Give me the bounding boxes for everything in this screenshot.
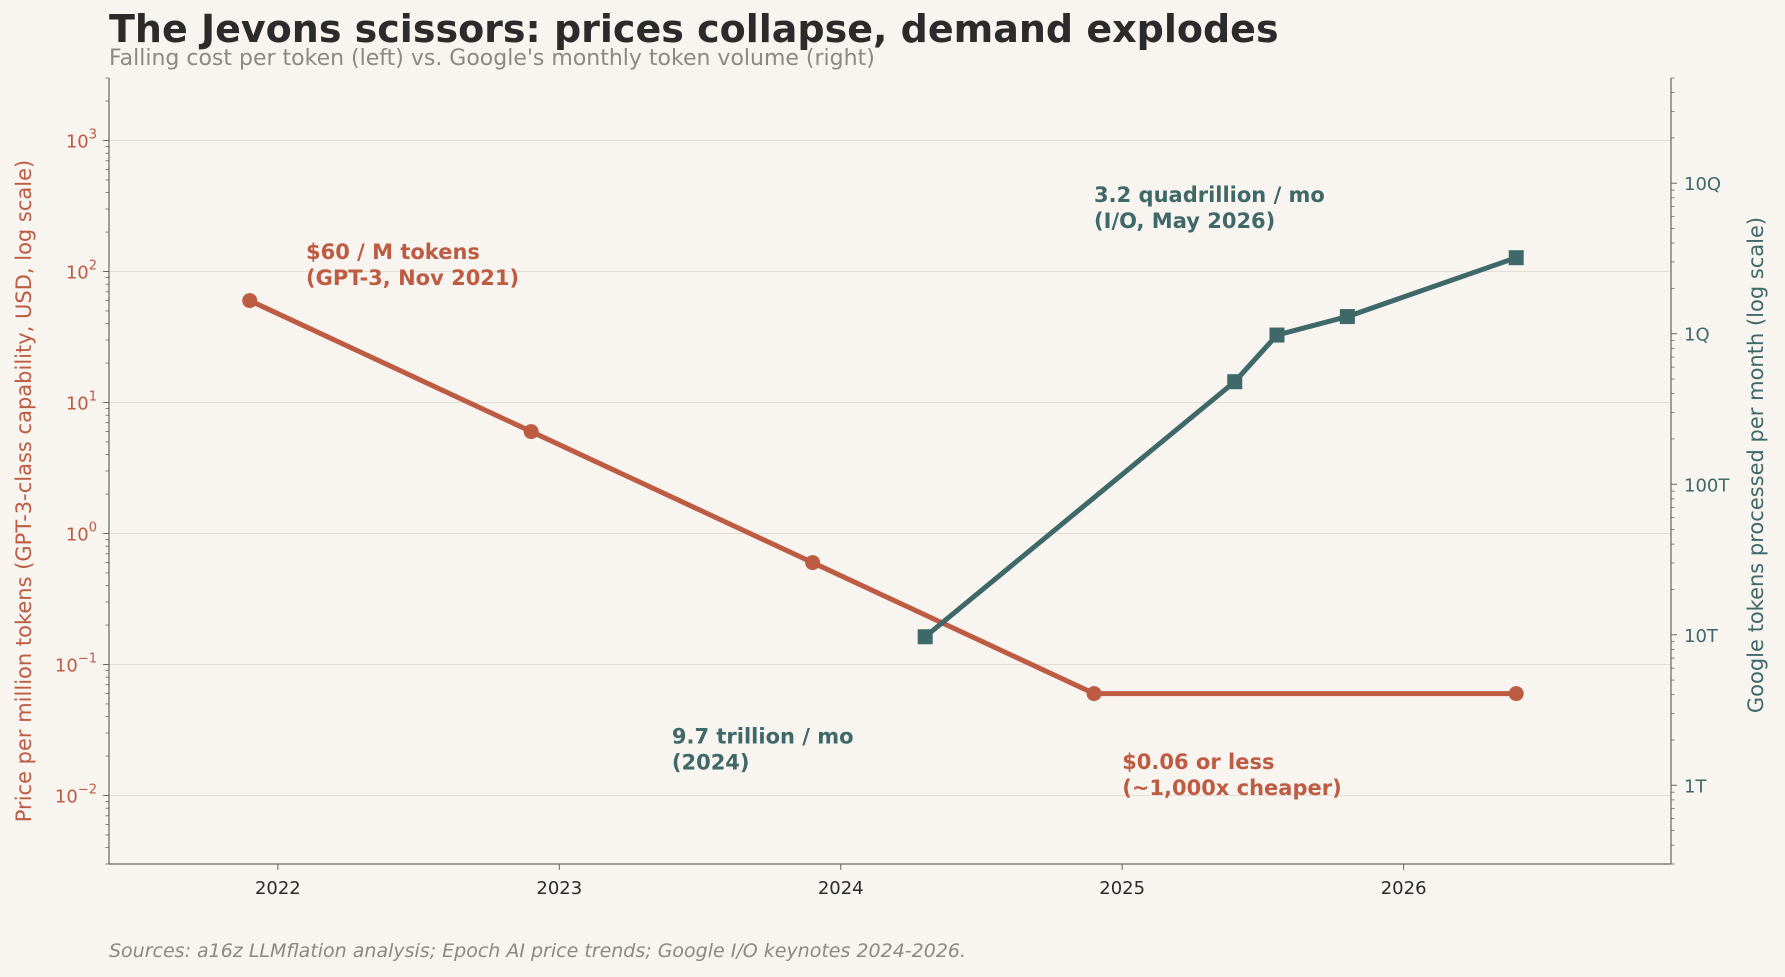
right-axis-title: Google tokens processed per month (log s… [1744, 217, 1768, 713]
left-tick-label: 100 [66, 521, 97, 546]
annotation-vol_end: 3.2 quadrillion / mo (I/O, May 2026) [1094, 183, 1325, 233]
volume-point [1227, 374, 1243, 390]
chart-title: The Jevons scissors: prices collapse, de… [109, 7, 1279, 51]
volume-point [917, 629, 933, 645]
price-line [247, 298, 1519, 697]
source-note: Sources: a16z LLMflation analysis; Epoch… [109, 940, 967, 962]
price-point [242, 293, 258, 309]
price-point [1086, 686, 1102, 702]
annotation-price_end: $0.06 or less (~1,000x cheaper) [1122, 750, 1342, 800]
right-tick-label: 100T [1684, 475, 1730, 496]
x-tick-label: 2023 [536, 878, 582, 899]
left-tick-label: 103 [66, 128, 97, 153]
price-point [523, 424, 539, 440]
volume-point [1269, 327, 1285, 343]
price-point [805, 555, 821, 571]
left-tick-label: 102 [66, 259, 97, 284]
volume-point [1339, 309, 1355, 325]
right-tick-label: 1T [1684, 776, 1707, 797]
right-tick-label: 1Q [1684, 325, 1710, 346]
chart-subtitle: Falling cost per token (left) vs. Google… [109, 46, 875, 71]
left-tick-label: 101 [66, 390, 97, 415]
volume-point [1508, 250, 1524, 266]
annotation-vol_start: 9.7 trillion / mo (2024) [672, 724, 854, 774]
right-tick-label: 10Q [1684, 174, 1721, 195]
right-tick-label: 10T [1684, 626, 1719, 647]
x-tick-label: 2026 [1381, 878, 1427, 899]
x-tick-label: 2025 [1099, 878, 1145, 899]
volume-line [922, 255, 1519, 640]
left-tick-label: 10−2 [55, 783, 97, 808]
price-point [1508, 686, 1524, 702]
annotation-price_start: $60 / M tokens (GPT-3, Nov 2021) [306, 240, 519, 290]
left-axis-title: Price per million tokens (GPT-3-class ca… [12, 160, 36, 822]
x-tick-label: 2022 [255, 878, 301, 899]
left-tick-label: 10−1 [55, 652, 97, 677]
x-tick-label: 2024 [818, 878, 864, 899]
